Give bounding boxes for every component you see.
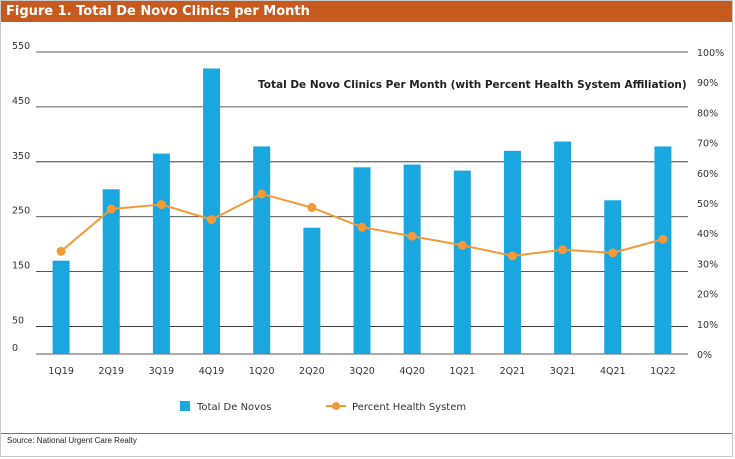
x-tick-label: 1Q20 [249,366,275,377]
line-point [257,189,267,199]
bar [152,153,170,354]
y-left-tick-label: 150 [12,261,30,272]
line-point [558,245,568,255]
y-right-tick-label: 20% [697,290,718,301]
line-point [207,215,217,225]
line-point [106,204,116,214]
y-left-tick-label: 50 [12,316,24,327]
legend-bar-swatch [180,401,190,411]
bar-series [52,68,672,355]
x-tick-label: 1Q21 [449,366,475,377]
y-right-tick-label: 60% [697,169,718,180]
x-tick-label: 2Q21 [500,366,526,377]
line-point [658,234,668,244]
bar [403,164,421,354]
line-point [156,200,166,210]
y-right-tick-label: 30% [697,259,718,270]
legend-line-label: Percent Health System [352,402,466,413]
line-series [56,189,668,261]
line-point [307,203,317,213]
y-left-tick-label: 250 [12,206,30,217]
y-right-tick-label: 100% [697,48,724,59]
y-left-tick-label: 450 [12,96,30,107]
y-axis-left: 0 50 150 250 350 450 550 [12,41,30,354]
x-tick-label: 3Q20 [349,366,375,377]
figure-header: Figure 1. Total De Novo Clinics per Mont… [1,1,732,22]
bar [52,260,70,354]
line-point [357,222,367,232]
legend-line-marker [332,402,340,410]
y-left-tick-label: 350 [12,151,30,162]
source-rule [1,433,732,434]
line-point [56,246,66,256]
line-point [457,240,467,250]
y-right-tick-label: 80% [697,108,718,119]
y-left-tick-label: 550 [12,41,30,52]
x-tick-label: 3Q19 [149,366,175,377]
y-right-tick-label: 50% [697,199,718,210]
source-note: Source: National Urgent Care Realty [7,436,137,445]
bar [102,189,120,354]
line-point [407,231,417,241]
y-right-tick-label: 10% [697,320,718,331]
line-point [608,248,618,258]
legend: Total De Novos Percent Health System [180,401,466,413]
y-right-tick-label: 70% [697,139,718,150]
x-tick-label: 3Q21 [550,366,576,377]
y-axis-right: 0% 10% 20% 30% 40% 50% 60% 70% 80% 90% 100% [697,48,724,361]
chart-title: Total De Novo Clinics Per Month (with Pe… [258,79,687,91]
x-tick-label: 1Q22 [650,366,676,377]
x-tick-label: 1Q19 [48,366,74,377]
x-tick-label: 4Q19 [199,366,225,377]
x-tick-label: 4Q20 [399,366,425,377]
bar [203,68,221,355]
y-right-tick-label: 0% [697,350,712,361]
x-tick-label: 2Q19 [98,366,124,377]
y-right-tick-label: 40% [697,229,718,240]
bar [453,170,471,354]
legend-bar-label: Total De Novos [196,402,271,413]
y-left-tick-label: 0 [12,343,18,354]
bar [604,200,622,354]
bar [654,146,672,354]
x-axis: 1Q19 2Q19 3Q19 4Q19 1Q20 2Q20 3Q20 4Q20 1Q21 2Q21… [48,366,675,377]
line-point [507,251,517,261]
y-right-tick-label: 90% [697,78,718,89]
x-tick-label: 2Q20 [299,366,325,377]
x-tick-label: 4Q21 [600,366,626,377]
bar [303,227,321,354]
bar [353,167,371,354]
bar [253,146,271,354]
